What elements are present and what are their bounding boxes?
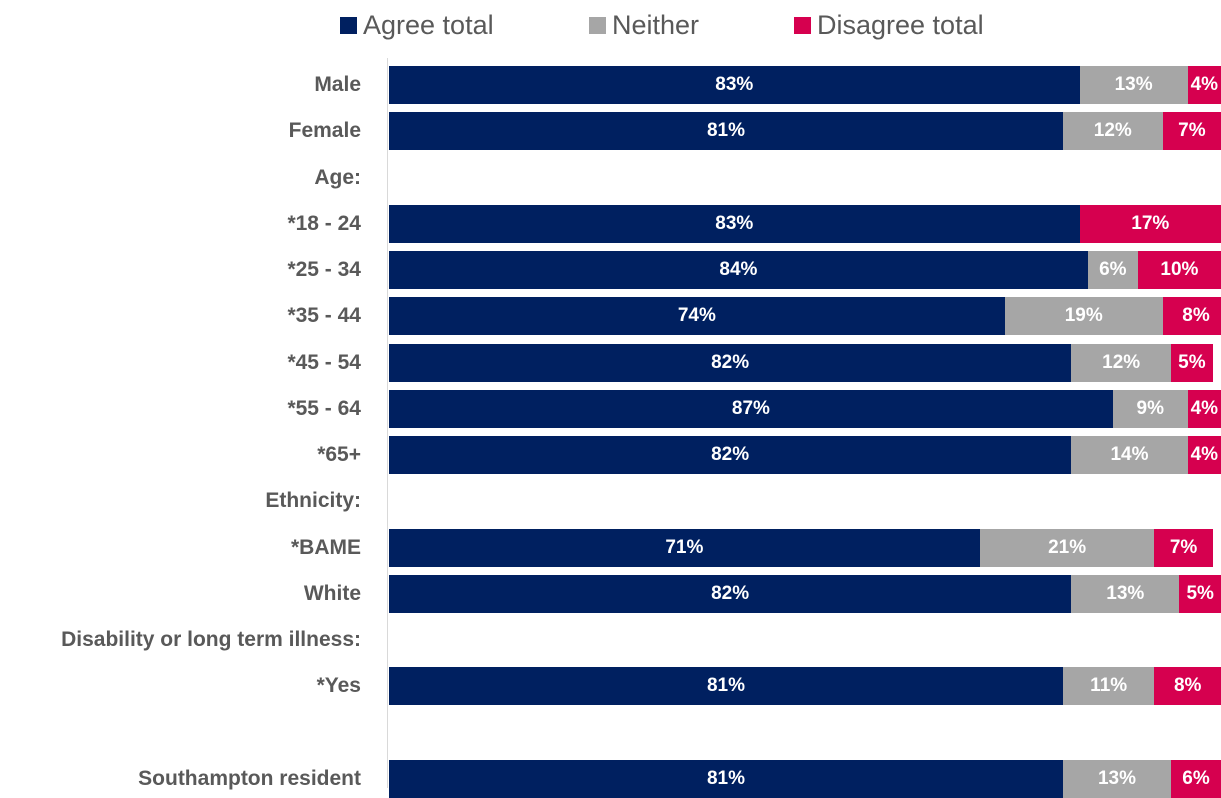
category-label: *BAME <box>290 535 361 559</box>
bar-segment-neither: 9% <box>1112 389 1188 428</box>
bar-segment-agree-total: 84% <box>389 251 1088 289</box>
bar-segment-agree-total: 83% <box>389 204 1080 243</box>
legend-label: Neither <box>612 9 700 40</box>
bar-segment-disagree-total: 8% <box>1162 297 1221 336</box>
bar-segment-neither: 13% <box>1062 759 1172 798</box>
bar-segment-agree-total: 83% <box>389 66 1080 104</box>
group-header-label: Age: <box>314 165 361 189</box>
bar-segment-agree-total: 87% <box>389 389 1113 428</box>
legend-item-neither: Neither <box>589 8 699 42</box>
bar-segment-disagree-total: 7% <box>1162 112 1221 151</box>
bar-segment-disagree-total: 4% <box>1187 436 1221 474</box>
legend-label: Agree total <box>363 9 494 40</box>
category-label: *45 - 54 <box>287 350 361 374</box>
legend-swatch <box>794 16 811 34</box>
category-label: Male <box>314 73 361 96</box>
bar-segment-neither: 13% <box>1079 66 1188 104</box>
bar-segment-agree-total: 74% <box>389 297 1005 336</box>
group-header-label: Disability or long term illness: <box>61 628 361 651</box>
bar-segment-neither: 11% <box>1062 667 1155 706</box>
category-label: *65+ <box>317 443 361 466</box>
category-label: *55 - 64 <box>287 396 361 420</box>
bar-segment-agree-total: 82% <box>389 436 1072 474</box>
bar-segment-agree-total: 81% <box>389 112 1063 151</box>
category-label: *18 - 24 <box>287 211 361 235</box>
bar-segment-neither: 13% <box>1071 574 1180 613</box>
legend-item-disagree-total: Disagree total <box>794 8 984 42</box>
bar-segment-disagree-total: 5% <box>1171 343 1213 382</box>
bar-segment-neither: 21% <box>979 528 1155 567</box>
bar-segment-neither: 19% <box>1004 297 1163 336</box>
category-label: Southampton resident <box>138 766 361 790</box>
bar-segment-disagree-total: 7% <box>1154 528 1213 567</box>
bar-segment-disagree-total: 17% <box>1079 204 1221 243</box>
bar-segment-agree-total: 71% <box>389 528 980 567</box>
category-label: *Yes <box>316 674 361 698</box>
bar-segment-neither: 6% <box>1087 251 1138 289</box>
bar-segment-agree-total: 82% <box>389 574 1072 613</box>
category-label: Female <box>288 119 361 143</box>
bar-segment-disagree-total: 10% <box>1137 251 1221 289</box>
legend: Agree total Neither Disagree total <box>0 8 1221 42</box>
bar-segment-disagree-total: 6% <box>1171 759 1221 798</box>
legend-label: Disagree total <box>817 9 984 40</box>
category-label: White <box>303 581 361 605</box>
legend-swatch <box>589 16 606 34</box>
legend-item-agree-total: Agree total <box>340 8 494 42</box>
bar-segment-disagree-total: 4% <box>1187 389 1221 428</box>
bar-segment-agree-total: 82% <box>389 343 1072 382</box>
category-label: *25 - 34 <box>287 258 361 281</box>
bar-segment-agree-total: 81% <box>389 759 1063 798</box>
legend-swatch <box>340 16 357 34</box>
group-header-label: Ethnicity: <box>265 489 361 513</box>
bar-segment-agree-total: 81% <box>389 667 1063 706</box>
bar-segment-disagree-total: 8% <box>1154 667 1221 706</box>
category-axis-line <box>387 58 388 788</box>
bar-segment-neither: 14% <box>1071 436 1188 474</box>
bar-segment-neither: 12% <box>1062 112 1163 151</box>
category-label: *35 - 44 <box>287 304 361 328</box>
bar-segment-neither: 12% <box>1071 343 1172 382</box>
bar-segment-disagree-total: 5% <box>1179 574 1221 613</box>
bar-segment-disagree-total: 4% <box>1187 66 1221 104</box>
